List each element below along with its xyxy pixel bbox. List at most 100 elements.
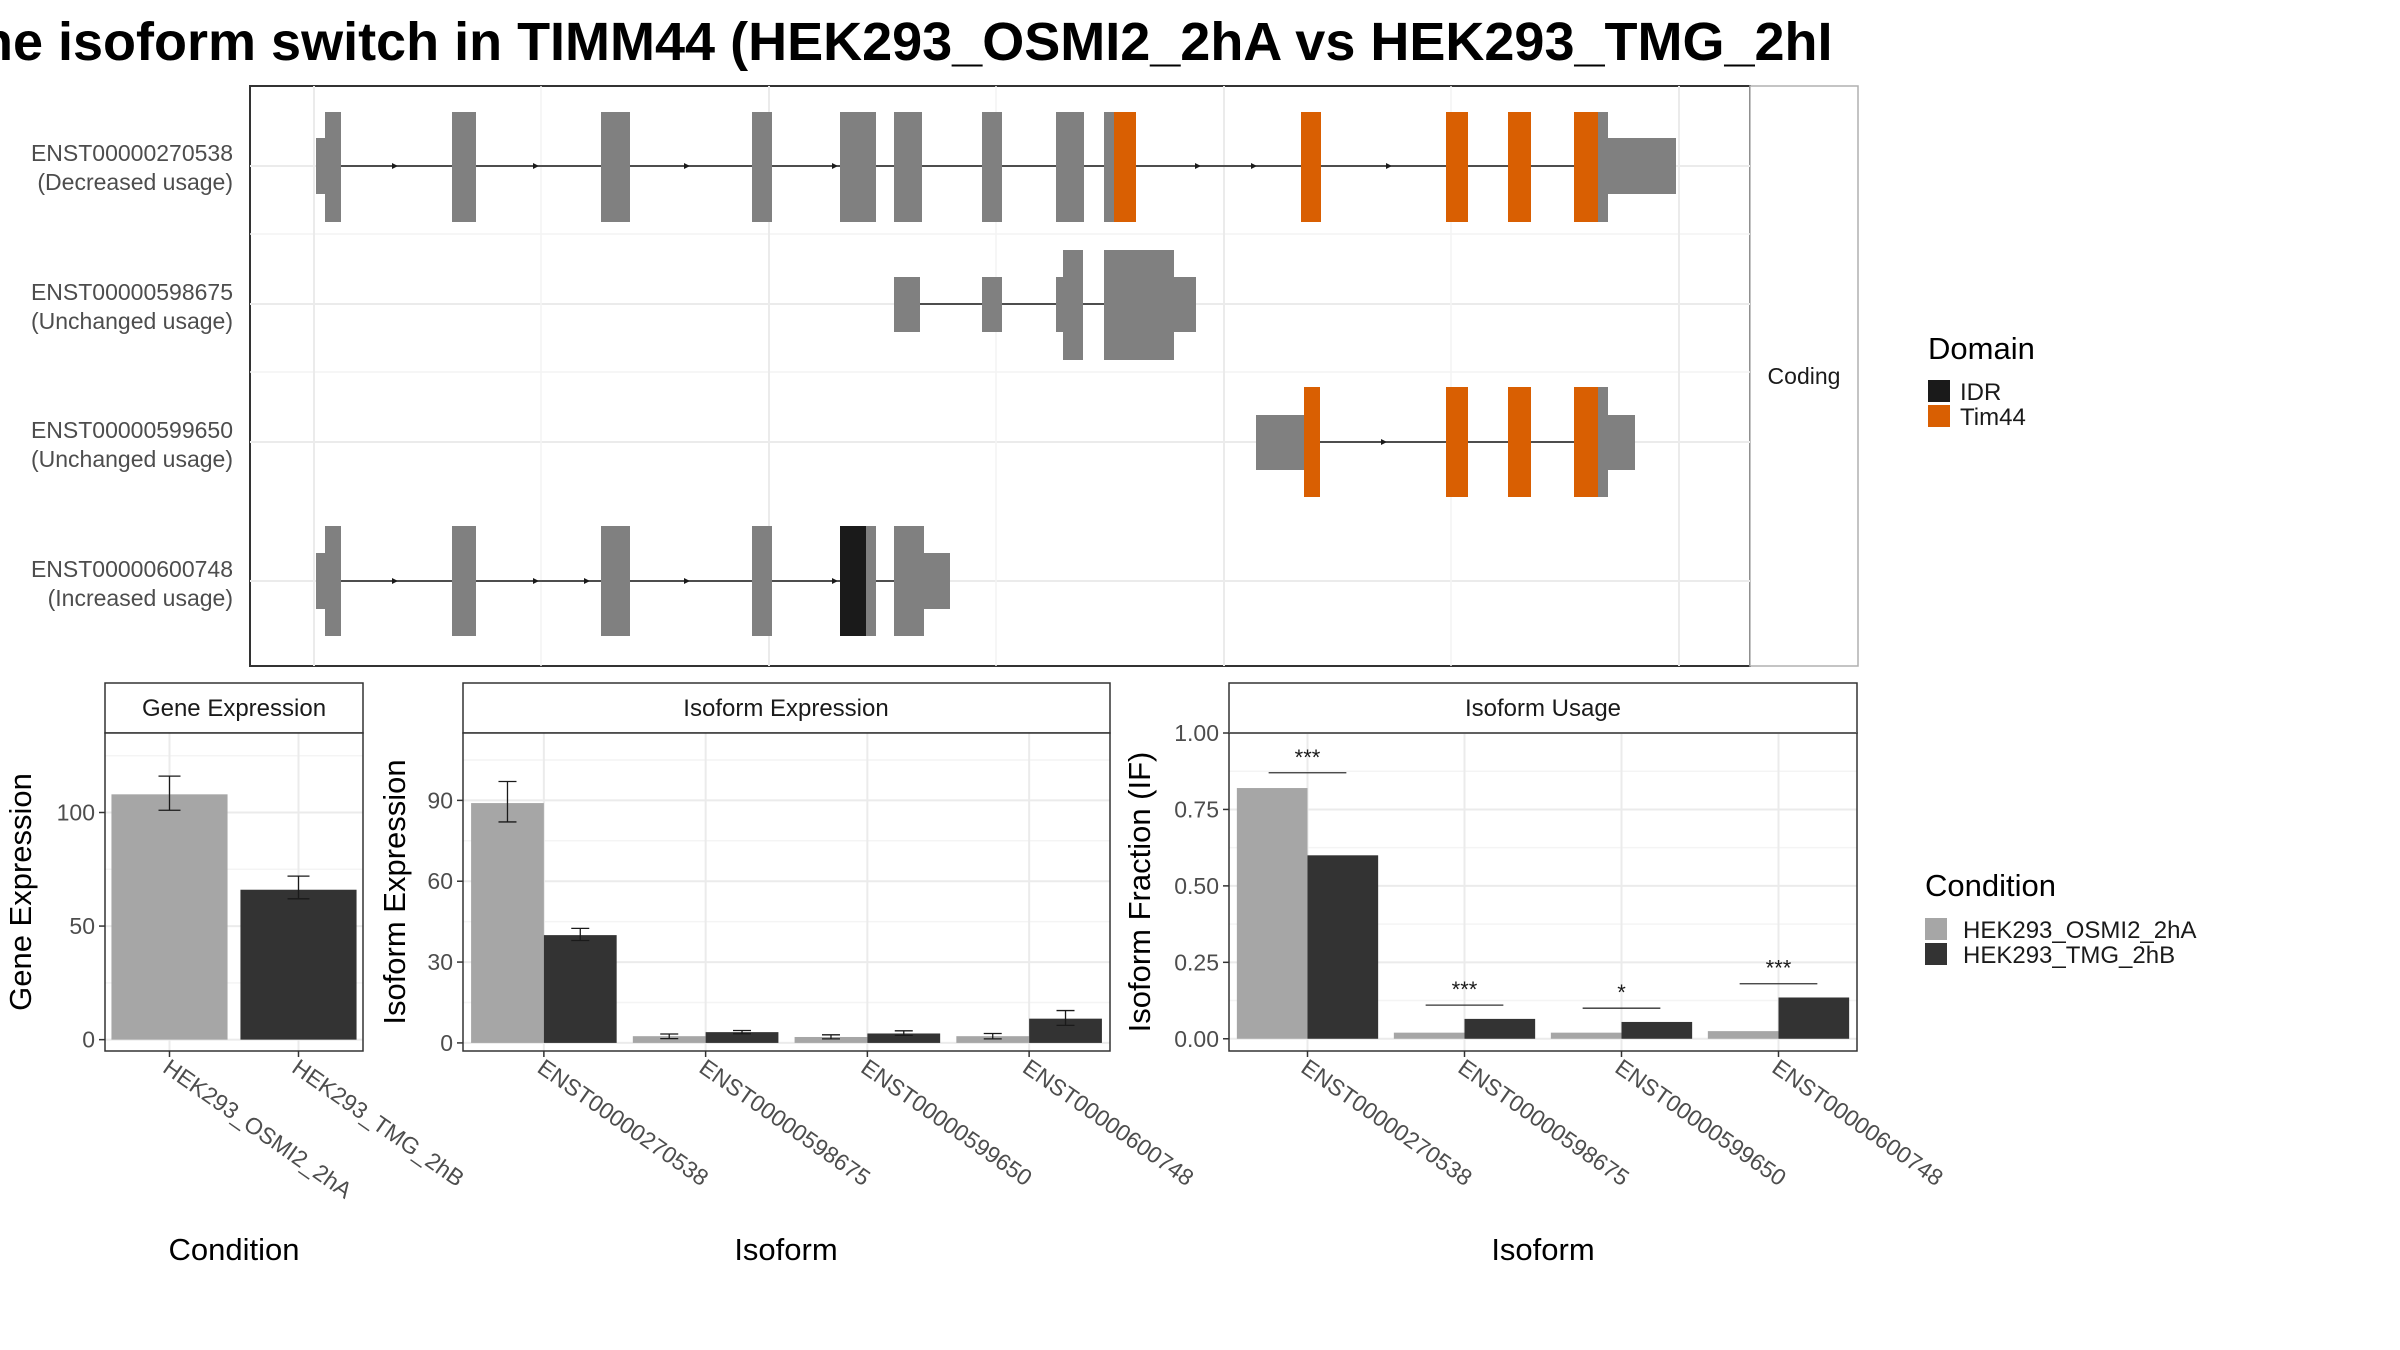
bar: [1393, 1032, 1465, 1039]
error-bars: [498, 780, 1075, 1040]
isoform-label: ENST00000599650: [31, 417, 233, 443]
plot-frame: [1228, 732, 1858, 1052]
structure-strip: [1749, 85, 1859, 667]
exon: [894, 112, 922, 222]
isoform-label: ENST00000598675: [31, 279, 233, 305]
panel-title: Isoform Expression: [683, 695, 888, 722]
y-axis-label: Isoform Fraction (IF): [1122, 752, 1157, 1033]
exon: [752, 112, 772, 222]
y-tick-label: 50: [69, 913, 95, 939]
exon: [1104, 250, 1174, 360]
exon: [601, 112, 630, 222]
tim44-domain: [1301, 112, 1321, 222]
facet-strip: [462, 682, 1111, 734]
utr-exon: [1608, 415, 1635, 470]
bar: [1307, 855, 1379, 1039]
facet-strip: [1228, 682, 1858, 734]
significance-marks: ****** ****: [1268, 745, 1818, 1009]
y-tick-label: 0: [440, 1030, 453, 1056]
utr-exon: [1056, 277, 1064, 332]
exon: [866, 526, 876, 636]
exon: [752, 526, 772, 636]
y-axis-label: Isoform Expression: [377, 759, 412, 1024]
y-axis-label: Gene Expression: [3, 773, 38, 1011]
significance-label: ***: [1452, 977, 1478, 1002]
x-axis-label: Isoform: [1491, 1232, 1594, 1267]
tim44-domain: [1508, 112, 1531, 222]
utr-exon: [922, 553, 950, 609]
bar: [956, 1036, 1030, 1043]
panel-title: Gene Expression: [142, 695, 326, 722]
y-tick-label: 30: [427, 949, 453, 975]
isoform-track-1: [316, 112, 1676, 222]
bar: [794, 1036, 868, 1043]
condition-legend: Condition HEK293_OSMI2_2hA HEK293_TMG_2h…: [1925, 868, 2196, 969]
strip-label: Coding: [1768, 363, 1841, 389]
y-tick-label: 100: [57, 800, 95, 826]
legend-swatch: [1928, 405, 1950, 427]
tim44-domain: [1446, 112, 1468, 222]
y-tick-label: 0.00: [1174, 1026, 1219, 1052]
tim44-domain: [1574, 387, 1598, 497]
bars: [111, 794, 357, 1040]
utr-exon: [1172, 277, 1196, 332]
significance-label: *: [1617, 980, 1626, 1005]
y-tick-label: 0.75: [1174, 796, 1219, 822]
utr-exon: [1608, 138, 1676, 194]
x-tick-label: ENST00000600748: [1768, 1054, 1948, 1191]
bar: [1236, 788, 1308, 1039]
x-tick-label: ENST00000270538: [533, 1054, 713, 1191]
condition-legend-title: Condition: [1925, 868, 2056, 903]
utr-exon: [1256, 415, 1306, 470]
exon: [894, 526, 924, 636]
plot-title: he isoform switch in TIMM44 (HEK293_OSMI…: [0, 12, 1833, 72]
exon: [325, 112, 341, 222]
usage-label: (Unchanged usage): [31, 446, 233, 472]
tim44-domain: [1446, 387, 1468, 497]
legend-label: HEK293_TMG_2hB: [1963, 942, 2175, 969]
exon: [325, 526, 341, 636]
exon: [1104, 112, 1114, 222]
exon: [452, 112, 476, 222]
idr-domain: [840, 526, 866, 636]
bar: [471, 803, 544, 1043]
y-ticks: 0 30 60 90: [427, 787, 463, 1056]
plot-frame: [104, 732, 364, 1052]
tim44-domain: [1574, 112, 1598, 222]
domain-legend: Domain IDR Tim44: [1928, 331, 2035, 431]
panel-title: Isoform Usage: [1465, 695, 1621, 722]
isoform-label: ENST00000270538: [31, 140, 233, 166]
gene-expression-panel: Gene Expression 0 50 100 HEK293_OSMI2_2hAH…: [3, 682, 469, 1267]
y-tick-label: 1.00: [1174, 720, 1219, 746]
x-axis-label: Condition: [169, 1232, 300, 1267]
exon: [982, 112, 1002, 222]
isoform-track-2: [894, 250, 1196, 360]
y-tick-label: 0.25: [1174, 949, 1219, 975]
y-ticks: 0 50 100: [57, 800, 105, 1053]
bar: [705, 1032, 779, 1043]
error-bars: [158, 775, 310, 900]
legend-label: HEK293_OSMI2_2hA: [1963, 917, 2196, 944]
tim44-domain: [1114, 112, 1136, 222]
bar: [1464, 1018, 1536, 1039]
facet-strip: [104, 682, 364, 734]
x-tick-label: ENST00000599650: [1611, 1054, 1791, 1191]
x-tick-label: ENST00000270538: [1297, 1054, 1477, 1191]
x-ticks: ENST00000270538ENST00000598675ENST000005…: [533, 1051, 1199, 1191]
bars: [471, 803, 1102, 1043]
bar: [632, 1036, 706, 1043]
x-tick-label: ENST00000598675: [1454, 1054, 1634, 1191]
tim44-domain: [1508, 387, 1531, 497]
bar: [543, 935, 617, 1043]
exon: [982, 277, 1002, 332]
isoform-expression-panel: Isoform Expression 0 30 60 90 ENST000002705…: [377, 682, 1199, 1267]
isoform-track-4: [316, 526, 950, 636]
exon: [452, 526, 476, 636]
exon: [1056, 112, 1084, 222]
exon: [1598, 112, 1608, 222]
usage-label: (Increased usage): [48, 585, 233, 611]
bars: [1236, 788, 1850, 1039]
legend-swatch: [1925, 918, 1947, 940]
x-tick-label: ENST00000598675: [695, 1054, 875, 1191]
